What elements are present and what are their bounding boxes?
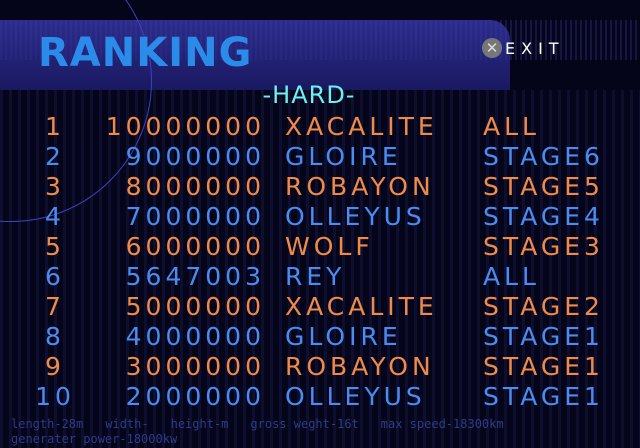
row-score: 7000000 (125, 202, 265, 231)
row-score: 10000000 (105, 112, 265, 141)
row-score: 4000000 (125, 322, 265, 351)
row-rank: 6 (45, 262, 65, 291)
ranking-row: 9 3000000 ROBAYON STAGE1 (0, 352, 640, 382)
row-rank: 10 (35, 382, 75, 411)
row-name: WOLF (285, 232, 374, 261)
row-score: 8000000 (125, 172, 265, 201)
row-name: GLOIRE (285, 322, 402, 351)
row-name: ROBAYON (285, 172, 435, 201)
spec-line: max speed-18300km (380, 417, 504, 431)
row-rank: 2 (45, 142, 65, 171)
row-name: OLLEYUS (285, 202, 426, 231)
row-stage: STAGE1 (483, 322, 604, 351)
row-stage: ALL (483, 262, 540, 291)
spec-line: length-28m (11, 417, 84, 431)
ranking-row: 7 5000000 XACALITE STAGE2 (0, 292, 640, 322)
row-stage: STAGE4 (483, 202, 604, 231)
row-score: 2000000 (125, 382, 265, 411)
ranking-row: 2 9000000 GLOIRE STAGE6 (0, 142, 640, 172)
row-score: 5647003 (125, 262, 265, 291)
row-stage: STAGE1 (483, 382, 604, 411)
page-title: RANKING (38, 30, 253, 76)
row-score: 3000000 (125, 352, 265, 381)
ranking-row: 1 10000000 XACALITE ALL (0, 112, 640, 142)
row-score: 6000000 (125, 232, 265, 261)
row-rank: 1 (45, 112, 65, 141)
ranking-row: 3 8000000 ROBAYON STAGE5 (0, 172, 640, 202)
row-rank: 4 (45, 202, 65, 231)
ranking-row: 4 7000000 OLLEYUS STAGE4 (0, 202, 640, 232)
row-stage: STAGE5 (483, 172, 604, 201)
row-rank: 3 (45, 172, 65, 201)
row-stage: STAGE6 (483, 142, 604, 171)
background-specs: length-28m width-height-m gross weght-16t m… (11, 417, 631, 447)
ranking-row: 8 4000000 GLOIRE STAGE1 (0, 322, 640, 352)
row-name: REY (285, 262, 346, 291)
row-stage: STAGE3 (483, 232, 604, 261)
difficulty-label: -HARD- (262, 81, 356, 109)
ranking-row: 10 2000000 OLLEYUS STAGE1 (0, 382, 640, 412)
row-rank: 5 (45, 232, 65, 261)
row-stage: ALL (483, 112, 540, 141)
row-name: XACALITE (285, 292, 438, 321)
row-name: XACALITE (285, 112, 438, 141)
row-rank: 8 (45, 322, 65, 351)
exit-label: EXIT (505, 38, 565, 58)
row-rank: 9 (45, 352, 65, 381)
row-score: 9000000 (125, 142, 265, 171)
row-stage: STAGE1 (483, 352, 604, 381)
ranking-row: 6 5647003 REY ALL (0, 262, 640, 292)
exit-button[interactable]: ✕ EXIT (482, 38, 565, 58)
row-rank: 7 (45, 292, 65, 321)
row-stage: STAGE2 (483, 292, 604, 321)
spec-line: width- (105, 417, 149, 431)
spec-line: generater power-18000kw (11, 432, 178, 446)
ranking-row: 5 6000000 WOLF STAGE3 (0, 232, 640, 262)
row-name: ROBAYON (285, 352, 435, 381)
spec-line: gross weght-16t (250, 417, 359, 431)
row-score: 5000000 (125, 292, 265, 321)
row-name: OLLEYUS (285, 382, 426, 411)
spec-line: height-m (170, 417, 229, 431)
cross-button-icon: ✕ (482, 38, 502, 58)
row-name: GLOIRE (285, 142, 402, 171)
